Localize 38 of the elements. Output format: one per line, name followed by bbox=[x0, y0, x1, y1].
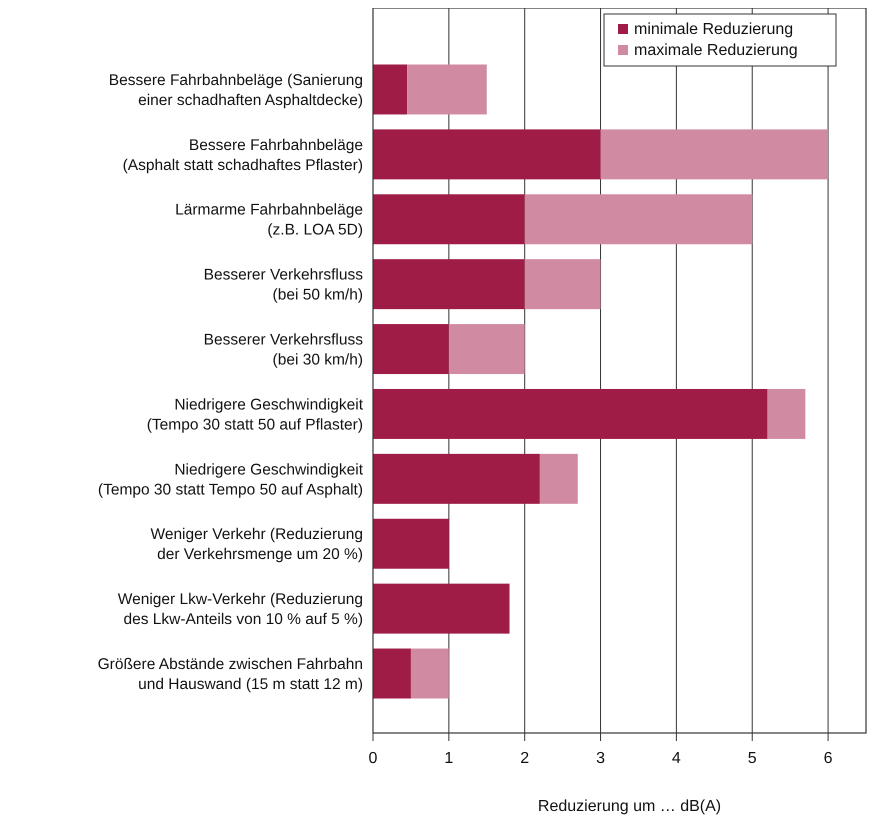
y-tick-label: Größere Abstände zwischen Fahrbahn und Hauswand (15 m statt 12 m) bbox=[98, 656, 363, 693]
bar bbox=[373, 194, 525, 244]
bar bbox=[373, 584, 510, 634]
x-tick-label: 6 bbox=[824, 750, 833, 767]
legend-label: maximale Reduzierung bbox=[634, 42, 798, 59]
x-tick-label: 3 bbox=[596, 750, 606, 767]
y-tick-label: Besserer Verkehrsfluss (bei 50 km/h) bbox=[204, 266, 364, 304]
bar bbox=[373, 518, 449, 569]
bar bbox=[410, 648, 449, 699]
y-tick-label: Niedrigere Geschwindigkeit (Tempo 30 statt Tempo 50 auf Asphalt) bbox=[98, 461, 364, 498]
bar bbox=[524, 194, 752, 244]
y-tick-label: Bessere Fahrbahnbeläge (Asphalt statt schadhaftes Pflaster) bbox=[122, 136, 363, 174]
y-tick-label: Bessere Fahrbahnbeläge (Sanierung einer schadhaften Asphaltdecke) bbox=[108, 72, 363, 109]
bar bbox=[373, 324, 449, 374]
bar bbox=[373, 388, 768, 439]
x-tick-label: 2 bbox=[520, 750, 530, 767]
bar bbox=[373, 64, 408, 114]
x-tick-label: 4 bbox=[672, 750, 681, 767]
bar bbox=[524, 259, 601, 310]
y-tick-label: Weniger Lkw-Verkehr (Reduzierung des Lkw-Anteils von 10 % auf 5 %) bbox=[118, 591, 363, 628]
y-tick-label: Besserer Verkehrsfluss (bei 30 km/h) bbox=[204, 331, 364, 368]
y-tick-label: Lärmarme Fahrbahnbeläge (z.B. LOA 5D) bbox=[175, 202, 363, 239]
bar bbox=[600, 129, 828, 180]
bar bbox=[373, 454, 540, 504]
bar bbox=[373, 259, 525, 310]
bar bbox=[373, 129, 601, 180]
bar bbox=[448, 324, 525, 374]
y-tick-label: Weniger Verkehr (Reduzierung der Verkehrsmenge um 20 %) bbox=[150, 526, 363, 564]
y-tick-label: Niedrigere Geschwindigkeit (Tempo 30 statt 50 auf Pflaster) bbox=[146, 396, 364, 434]
bar bbox=[373, 648, 411, 699]
x-tick-label: 5 bbox=[748, 750, 757, 767]
bar bbox=[767, 388, 806, 439]
x-tick-label: 1 bbox=[444, 750, 454, 767]
legend-label: minimale Reduzierung bbox=[634, 21, 794, 38]
bar bbox=[540, 454, 578, 504]
x-axis-title: Reduzierung um … dB(A) bbox=[538, 798, 722, 815]
x-tick-label: 0 bbox=[368, 750, 378, 767]
bar bbox=[407, 64, 487, 114]
